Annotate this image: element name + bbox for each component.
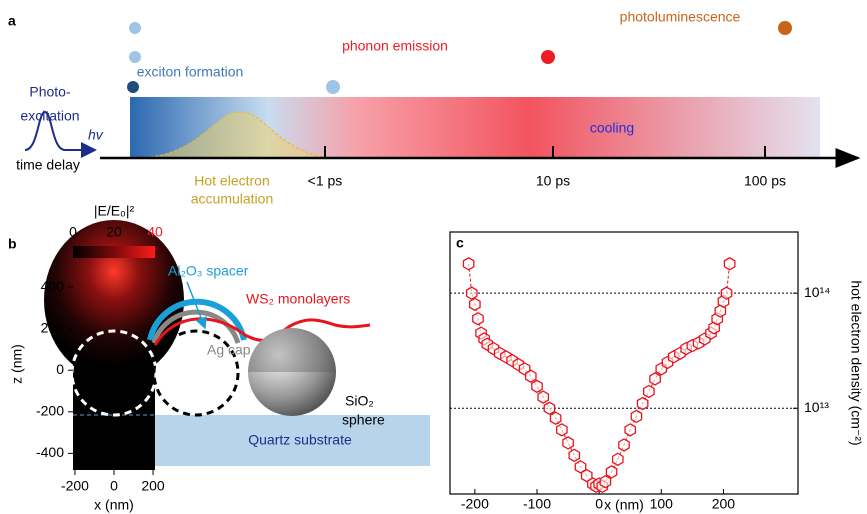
data-line <box>468 263 731 488</box>
x-tick-label: 200 <box>141 478 165 494</box>
data-point <box>556 423 568 437</box>
monolayer-label: WS₂ monolayers <box>246 291 350 307</box>
process-label: exciton formation <box>137 64 244 80</box>
field-shadow <box>73 380 155 470</box>
data-point <box>580 468 593 483</box>
y-tick-label: -200 <box>36 403 64 419</box>
plot-frame <box>449 231 799 495</box>
time-tick-label: <1 ps <box>308 173 343 189</box>
y-tick-label: -400 <box>36 444 64 460</box>
time-tick-label: 10 ps <box>536 173 570 189</box>
x-tick-label: 0 <box>110 478 118 494</box>
colorbar-tick-label: 20 <box>106 224 122 240</box>
y-tick-label: 10¹⁴ <box>804 284 830 300</box>
x-tick-label: 100 <box>650 496 674 512</box>
panel-label: c <box>456 235 464 251</box>
sphere-cap <box>248 328 336 372</box>
process-start <box>127 81 139 93</box>
sio2-sphere <box>248 328 336 416</box>
data-point <box>624 423 637 437</box>
data-point <box>723 257 736 271</box>
data-point <box>636 396 649 411</box>
x-tick-label: -200 <box>461 496 489 512</box>
y-tick-label: 400 <box>41 278 65 294</box>
data-point <box>568 448 581 463</box>
data-point <box>469 297 481 312</box>
process-end <box>778 21 792 35</box>
data-point <box>630 409 643 424</box>
data-point <box>531 379 543 394</box>
spacer-arrow <box>186 281 207 330</box>
cap-label: Ag cap <box>207 342 251 358</box>
data-point <box>643 384 655 399</box>
process-start <box>129 51 141 63</box>
pulse <box>24 110 97 158</box>
process-end <box>326 80 340 94</box>
excitation-label: Photo- <box>29 84 71 100</box>
data-point <box>537 390 550 404</box>
y-tick-label: 200 <box>41 319 65 335</box>
sphere-label: sphere <box>342 412 385 428</box>
time-tick-label: 100 ps <box>744 173 786 189</box>
process-label: photoluminescence <box>620 9 741 25</box>
ag-cap <box>151 309 241 344</box>
field-hotspot <box>44 220 184 380</box>
y-tick-label: 10¹³ <box>804 399 829 415</box>
colorbar-tick-label: 0 <box>69 224 77 240</box>
axis-label: time delay <box>16 157 80 173</box>
hot-electron-peak <box>134 111 341 159</box>
x-tick-label: 200 <box>712 496 736 512</box>
data-point <box>649 372 661 386</box>
sphere-outline <box>152 329 240 417</box>
data-point <box>472 311 484 326</box>
sphere-outline <box>70 329 158 417</box>
process-start <box>129 22 141 34</box>
process-label: phonon emission <box>342 38 448 54</box>
spacer-label: Al₂O₃ spacer <box>168 263 249 279</box>
substrate <box>155 415 430 466</box>
x-tick-label: -200 <box>61 478 89 494</box>
sphere-label: SiO₂ <box>345 393 374 409</box>
x-axis-label: x (nm) <box>94 497 134 513</box>
spacer <box>147 298 247 341</box>
data-point <box>605 465 618 479</box>
hot-electron-label: Hot electron <box>194 173 269 189</box>
data-point <box>574 460 587 474</box>
data-point <box>618 438 630 452</box>
data-point <box>599 474 612 489</box>
cooling-label: cooling <box>590 120 634 136</box>
panel-label: b <box>8 236 17 252</box>
data-point <box>462 257 475 271</box>
x-axis-label: x (nm) <box>604 497 644 513</box>
y-axis-label: hot electron density (cm⁻²) <box>848 280 864 445</box>
colorbar-tick-label: 40 <box>147 224 163 240</box>
panel-label: a <box>8 13 16 29</box>
data-point <box>524 369 537 383</box>
data-point <box>720 286 733 300</box>
x-tick-label: -100 <box>523 496 551 512</box>
colorbar <box>73 246 155 258</box>
data-point <box>549 411 562 425</box>
y-tick-label: 0 <box>56 361 64 377</box>
process-end <box>541 50 555 64</box>
data-point <box>611 452 624 467</box>
data-point <box>714 304 727 318</box>
photon-energy: hv <box>88 127 104 143</box>
data-point <box>543 401 556 416</box>
substrate-label: Quartz substrate <box>248 432 352 448</box>
excitation-label: excitation <box>20 108 79 124</box>
hot-electron-label: accumulation <box>191 191 274 207</box>
x-tick-label: 0 <box>595 496 603 512</box>
y-axis-label: z (nm) <box>9 344 25 384</box>
data-point <box>465 286 478 300</box>
data-point <box>562 436 574 450</box>
colorbar-label: |E/E₀|² <box>94 203 135 219</box>
